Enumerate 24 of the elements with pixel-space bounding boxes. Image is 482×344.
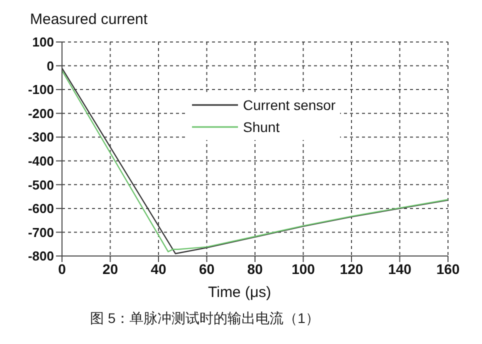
x-tick-label: 40: [150, 260, 166, 277]
x-tick-label: 80: [247, 260, 263, 277]
x-tick-label: 120: [340, 260, 364, 277]
y-tick-label: -700: [28, 224, 54, 240]
caption: 图 5：单脉冲测试时的输出电流（1）: [89, 310, 320, 328]
x-tick-label: 60: [198, 260, 215, 277]
y-tick-label: -200: [28, 106, 54, 121]
y-tick-label: -800: [28, 248, 54, 264]
x-tick-label: 0: [58, 260, 66, 277]
x-tick-label: 160: [436, 260, 460, 277]
chart-title: Measured current: [29, 10, 149, 30]
x-tick-label: 140: [388, 260, 412, 277]
y-tick-label: -600: [28, 201, 54, 216]
x-tick-label: 20: [102, 260, 118, 277]
legend-label: Current sensor: [243, 97, 336, 113]
y-tick-label: -400: [28, 154, 54, 169]
y-tick-label: -300: [28, 130, 54, 145]
y-tick-label: 0: [46, 58, 54, 74]
x-axis-title: Time (μs): [207, 283, 272, 303]
x-tick-label: 100: [292, 260, 316, 277]
y-tick-label: -500: [28, 177, 54, 192]
legend-label: Shunt: [243, 119, 280, 135]
y-tick-label: 100: [32, 34, 54, 50]
y-tick-label: -100: [28, 82, 54, 98]
